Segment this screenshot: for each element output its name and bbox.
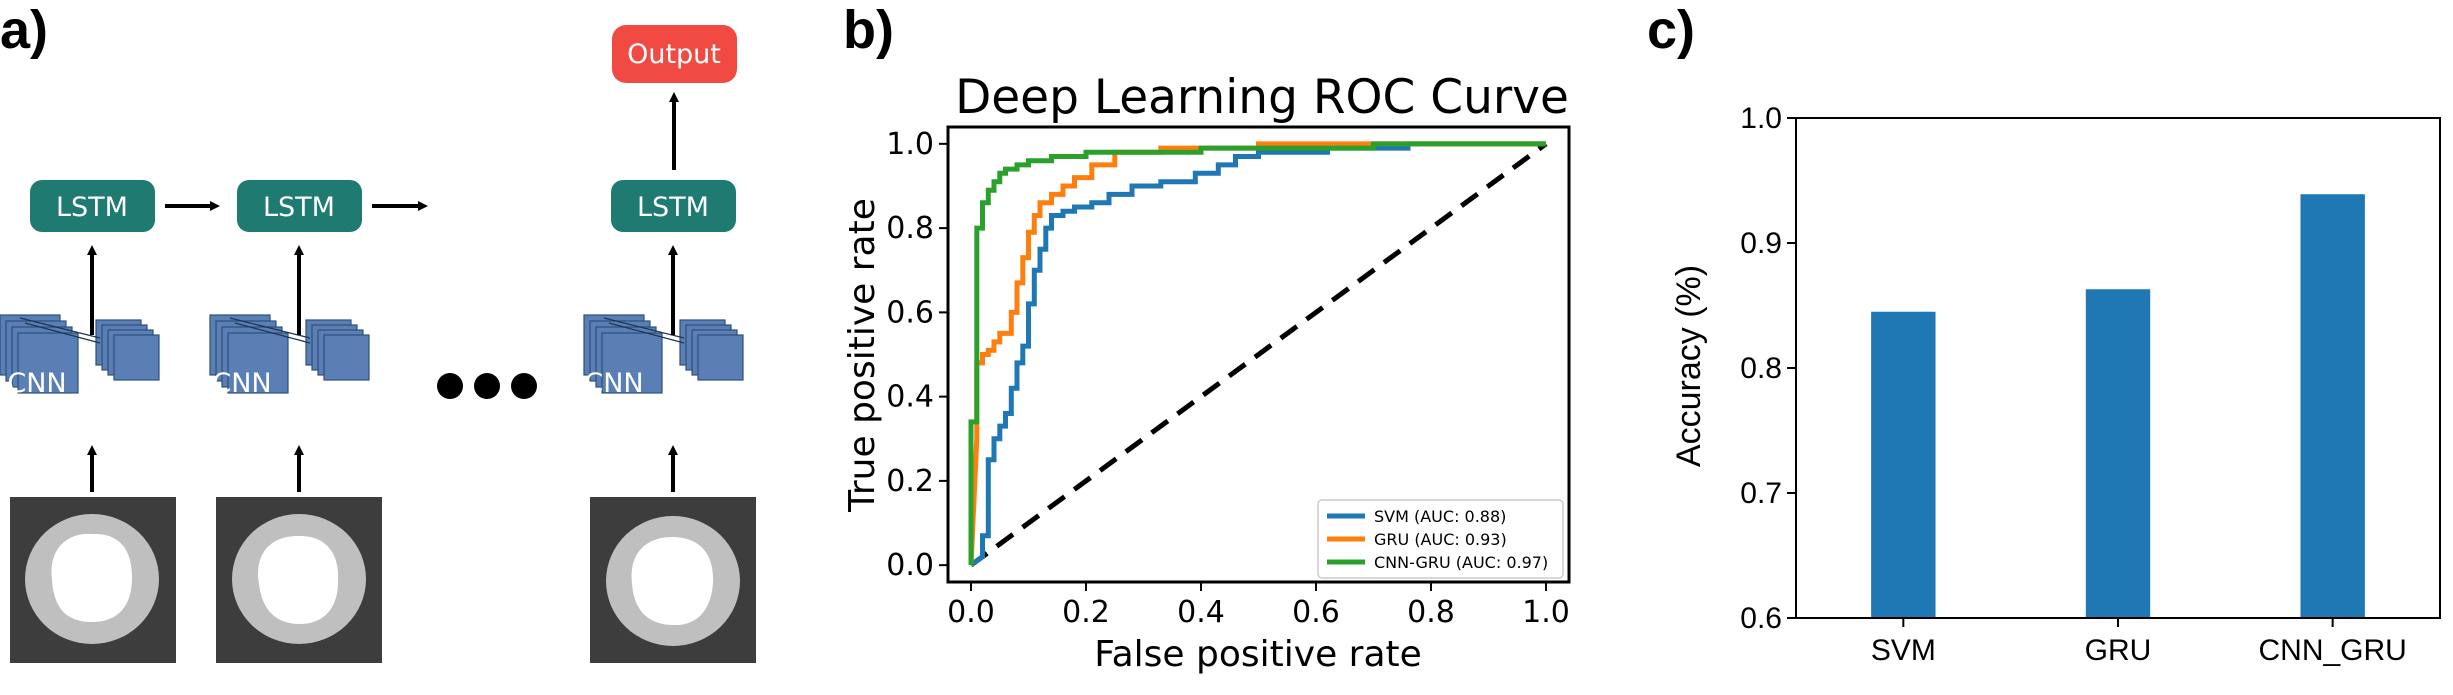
y-tick-label: 0.9 [1740, 227, 1782, 260]
feature-map [113, 334, 160, 381]
cnn-block-2 [209, 314, 370, 394]
y-tick-label: 0.8 [1740, 352, 1782, 385]
ellipsis-dot [511, 373, 537, 399]
input-image-1 [10, 497, 176, 663]
lstm-box [237, 180, 362, 232]
x-tick-label: 0.0 [947, 595, 995, 630]
cnn-label: CNN [584, 368, 643, 399]
connector-line [603, 317, 685, 339]
output-box [612, 25, 737, 83]
legend-label-cnn-gru: CNN-GRU (AUC: 0.97) [1374, 553, 1548, 572]
roc-y-axis-title: True positive rate [842, 198, 883, 513]
lstm-box [30, 180, 155, 232]
y-tick-label: 0.6 [1740, 602, 1782, 635]
roc-title: Deep Learning ROC Curve [955, 70, 1569, 125]
y-tick-label: 0.4 [886, 380, 934, 415]
panel-b-label: b) [843, 0, 894, 60]
x-tick-label: SVM [1871, 634, 1936, 667]
y-tick-label: 0.8 [886, 211, 934, 246]
accuracy-bar [2300, 194, 2365, 618]
ellipsis-dot [474, 373, 500, 399]
y-tick-label: 0.7 [1740, 477, 1782, 510]
lstm-node-2: LSTM [237, 180, 362, 232]
lstm-label: LSTM [56, 192, 128, 223]
x-tick-label: 1.0 [1522, 595, 1570, 630]
connector-line [24, 322, 101, 344]
x-tick-label: GRU [2085, 634, 2152, 667]
legend-label-gru: GRU (AUC: 0.93) [1374, 530, 1507, 549]
bar-y-axis-title: Accuracy (%) [1670, 265, 1708, 467]
cnn-gru-roc-line [968, 141, 1546, 566]
lstm-box [611, 180, 736, 232]
roc-axes-frame [946, 125, 1571, 584]
output-node: Output [612, 25, 737, 83]
x-tick-label: 0.6 [1292, 595, 1340, 630]
cnn-label: CNN [212, 368, 271, 399]
feature-map [697, 334, 744, 381]
lstm-label: LSTM [263, 192, 335, 223]
roc-plot-area [968, 141, 1548, 568]
y-tick-label: 1.0 [1740, 102, 1782, 135]
input-image-3 [590, 497, 756, 663]
cnn-block-1 [0, 314, 160, 394]
x-tick-label: CNN_GRU [2258, 634, 2406, 667]
feature-map [323, 334, 370, 381]
output-label: Output [627, 39, 721, 70]
roc-x-axis-title: False positive rate [1094, 634, 1422, 675]
lstm-node-3: LSTM [611, 180, 736, 232]
y-tick-label: 0.6 [886, 295, 934, 330]
image-inner [51, 533, 132, 622]
panel-a: a) Output LSTM LSTM LSTM CNN CNN [0, 0, 756, 663]
y-tick-label: 0.0 [886, 548, 934, 583]
feature-map [227, 332, 289, 394]
gru-roc-line [968, 141, 1546, 566]
roc-ticks: 0.0 0.2 0.4 0.6 0.8 1.0 0.0 0.2 0.4 0.6 0.8 1.0 [886, 127, 1570, 630]
bar-plot-area [1871, 194, 2365, 618]
x-tick-label: 0.8 [1407, 595, 1455, 630]
feature-map [17, 332, 79, 394]
image-inner [258, 535, 339, 624]
input-image-2 [216, 497, 382, 663]
roc-legend: SVM (AUC: 0.88) GRU (AUC: 0.93) CNN-GRU … [1317, 499, 1564, 579]
lstm-node-1: LSTM [30, 180, 155, 232]
accuracy-bar [1871, 311, 1936, 618]
lstm-label: LSTM [637, 192, 709, 223]
legend-frame [1317, 499, 1564, 579]
panel-a-label: a) [0, 0, 48, 60]
panel-c: c) 0.6 0.7 0.8 0.9 1.0 SVM GRU CNN_GRU Accuracy… [1647, 0, 2441, 667]
connector-line [229, 317, 311, 339]
x-tick-label: 0.2 [1062, 595, 1110, 630]
panel-c-label: c) [1647, 0, 1695, 60]
legend-label-svm: SVM (AUC: 0.88) [1374, 507, 1506, 526]
accuracy-bar [2085, 289, 2151, 618]
image-inner [631, 536, 714, 626]
connector-line [19, 317, 101, 339]
svm-roc-line [969, 141, 1546, 568]
y-tick-label: 1.0 [886, 127, 934, 162]
panel-b: b) Deep Learning ROC Curve 0.0 0.2 0.4 0.6 0… [842, 0, 1571, 675]
cnn-label: CNN [7, 368, 66, 399]
x-tick-label: 0.4 [1177, 595, 1225, 630]
ellipsis-dot [437, 373, 463, 399]
bar-axes-frame [1795, 117, 2441, 619]
feature-map [601, 332, 663, 394]
connector-line [608, 322, 685, 344]
cnn-block-3 [583, 314, 744, 394]
y-tick-label: 0.2 [886, 464, 934, 499]
bar-ticks: 0.6 0.7 0.8 0.9 1.0 SVM GRU CNN_GRU [1740, 102, 2407, 667]
chance-diagonal-line [969, 141, 1548, 568]
connector-line [234, 322, 311, 344]
